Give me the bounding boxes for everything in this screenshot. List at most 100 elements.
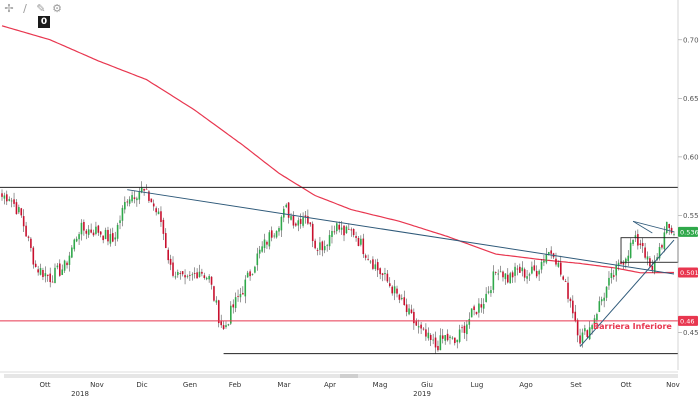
candle-body [184,275,186,278]
candle-body [297,220,300,226]
y-tick-label: 0.70 [683,36,699,44]
candle-body [104,229,107,240]
y-axis: 0.700.650.600.550.500.45 [677,0,699,370]
settings-icon[interactable]: ⚙ [52,2,62,15]
candle-body [521,267,524,272]
candle-body [150,198,153,203]
candle-body [155,208,157,213]
candle-body [251,274,254,275]
candle-body [133,197,136,199]
candle-body [328,235,331,247]
candle-body [295,223,297,226]
candle-body [612,275,615,277]
candle-body [193,273,196,274]
candle-body [169,258,172,265]
candle-body [44,273,47,277]
candle-body [345,226,348,234]
candle-body [78,234,80,240]
candle-body [261,246,263,252]
candle-body [273,235,275,237]
pencil-icon[interactable]: ✎ [36,2,46,15]
candle-body [605,286,608,298]
candle-body [254,266,256,273]
candle-body [162,219,165,234]
candle-body [379,268,381,275]
candle-body [290,216,292,220]
candle-body [208,276,210,280]
candle-body [186,275,189,277]
candle-body [596,314,598,321]
candle-body [275,231,278,238]
candle-body [526,276,528,279]
candle-body [15,202,18,215]
candle-body [217,300,220,324]
candle-body [478,303,480,313]
candle-body [502,271,504,278]
price-badges: 0.536 0.5013 0.46 [678,226,700,326]
candle-body [658,247,661,259]
candle-body [533,265,536,271]
candle-body [333,231,336,233]
y-tick-label: 0.65 [683,95,699,103]
candle-body [107,229,109,242]
candle-body [25,225,27,237]
candle-body [441,335,444,339]
candle-body [59,263,61,276]
candle-body [557,262,560,267]
candle-body [283,208,285,218]
candle-body [456,339,459,343]
candle-body [673,234,675,235]
candle-body [376,262,379,271]
candle-body [340,227,343,230]
candle-body [87,229,90,235]
candle-body [307,216,309,224]
candle-body [42,269,44,278]
candle-body [160,211,162,222]
x-tick-label: Nov [90,381,104,389]
y-tick-label: 0.45 [683,329,699,337]
candle-body [579,335,581,344]
candle-body [350,229,353,231]
candle-body [51,281,54,283]
candle-body [374,264,377,270]
candle-body [116,224,119,239]
candle-body [405,304,408,313]
candle-body [249,271,251,277]
candle-body [213,286,215,301]
candle-body [225,325,227,328]
price-badge: 0.46 [678,315,698,326]
moving-average-line [1,25,674,274]
candle-body [126,201,129,203]
x-tick-label: Mag [373,381,388,389]
x-axis: Ott Nov Dic Gen Feb Mar Apr Mag Giu Lug Ago Set Ott N… [0,371,700,400]
candle-body [258,249,261,254]
candle-body [13,199,15,204]
candle-body [670,227,673,234]
price-badge-box [678,267,698,278]
candle-body [393,286,396,294]
candle-body [109,234,112,244]
candle-body [210,276,213,285]
candle-body [39,268,42,275]
candle-body [311,223,314,242]
crosshair-icon[interactable]: ✢ [4,2,14,15]
candle-body [528,274,531,276]
candle-body [266,241,268,245]
candle-body [555,258,557,265]
candle-body [468,318,471,325]
x-tick-label: Lug [471,381,484,389]
candle-body [191,274,194,276]
candle-body [490,290,492,294]
candle-body [504,273,507,280]
candle-body [205,277,208,280]
candle-body [454,337,456,344]
candle-body [480,304,483,308]
candle-body [449,336,451,339]
line-draw-icon[interactable]: ∕ [23,2,27,15]
x-tick-label: Giu [421,381,433,389]
candle-body [470,308,473,318]
candle-body [473,306,475,311]
candle-body [420,324,422,329]
candle-body [331,230,333,237]
